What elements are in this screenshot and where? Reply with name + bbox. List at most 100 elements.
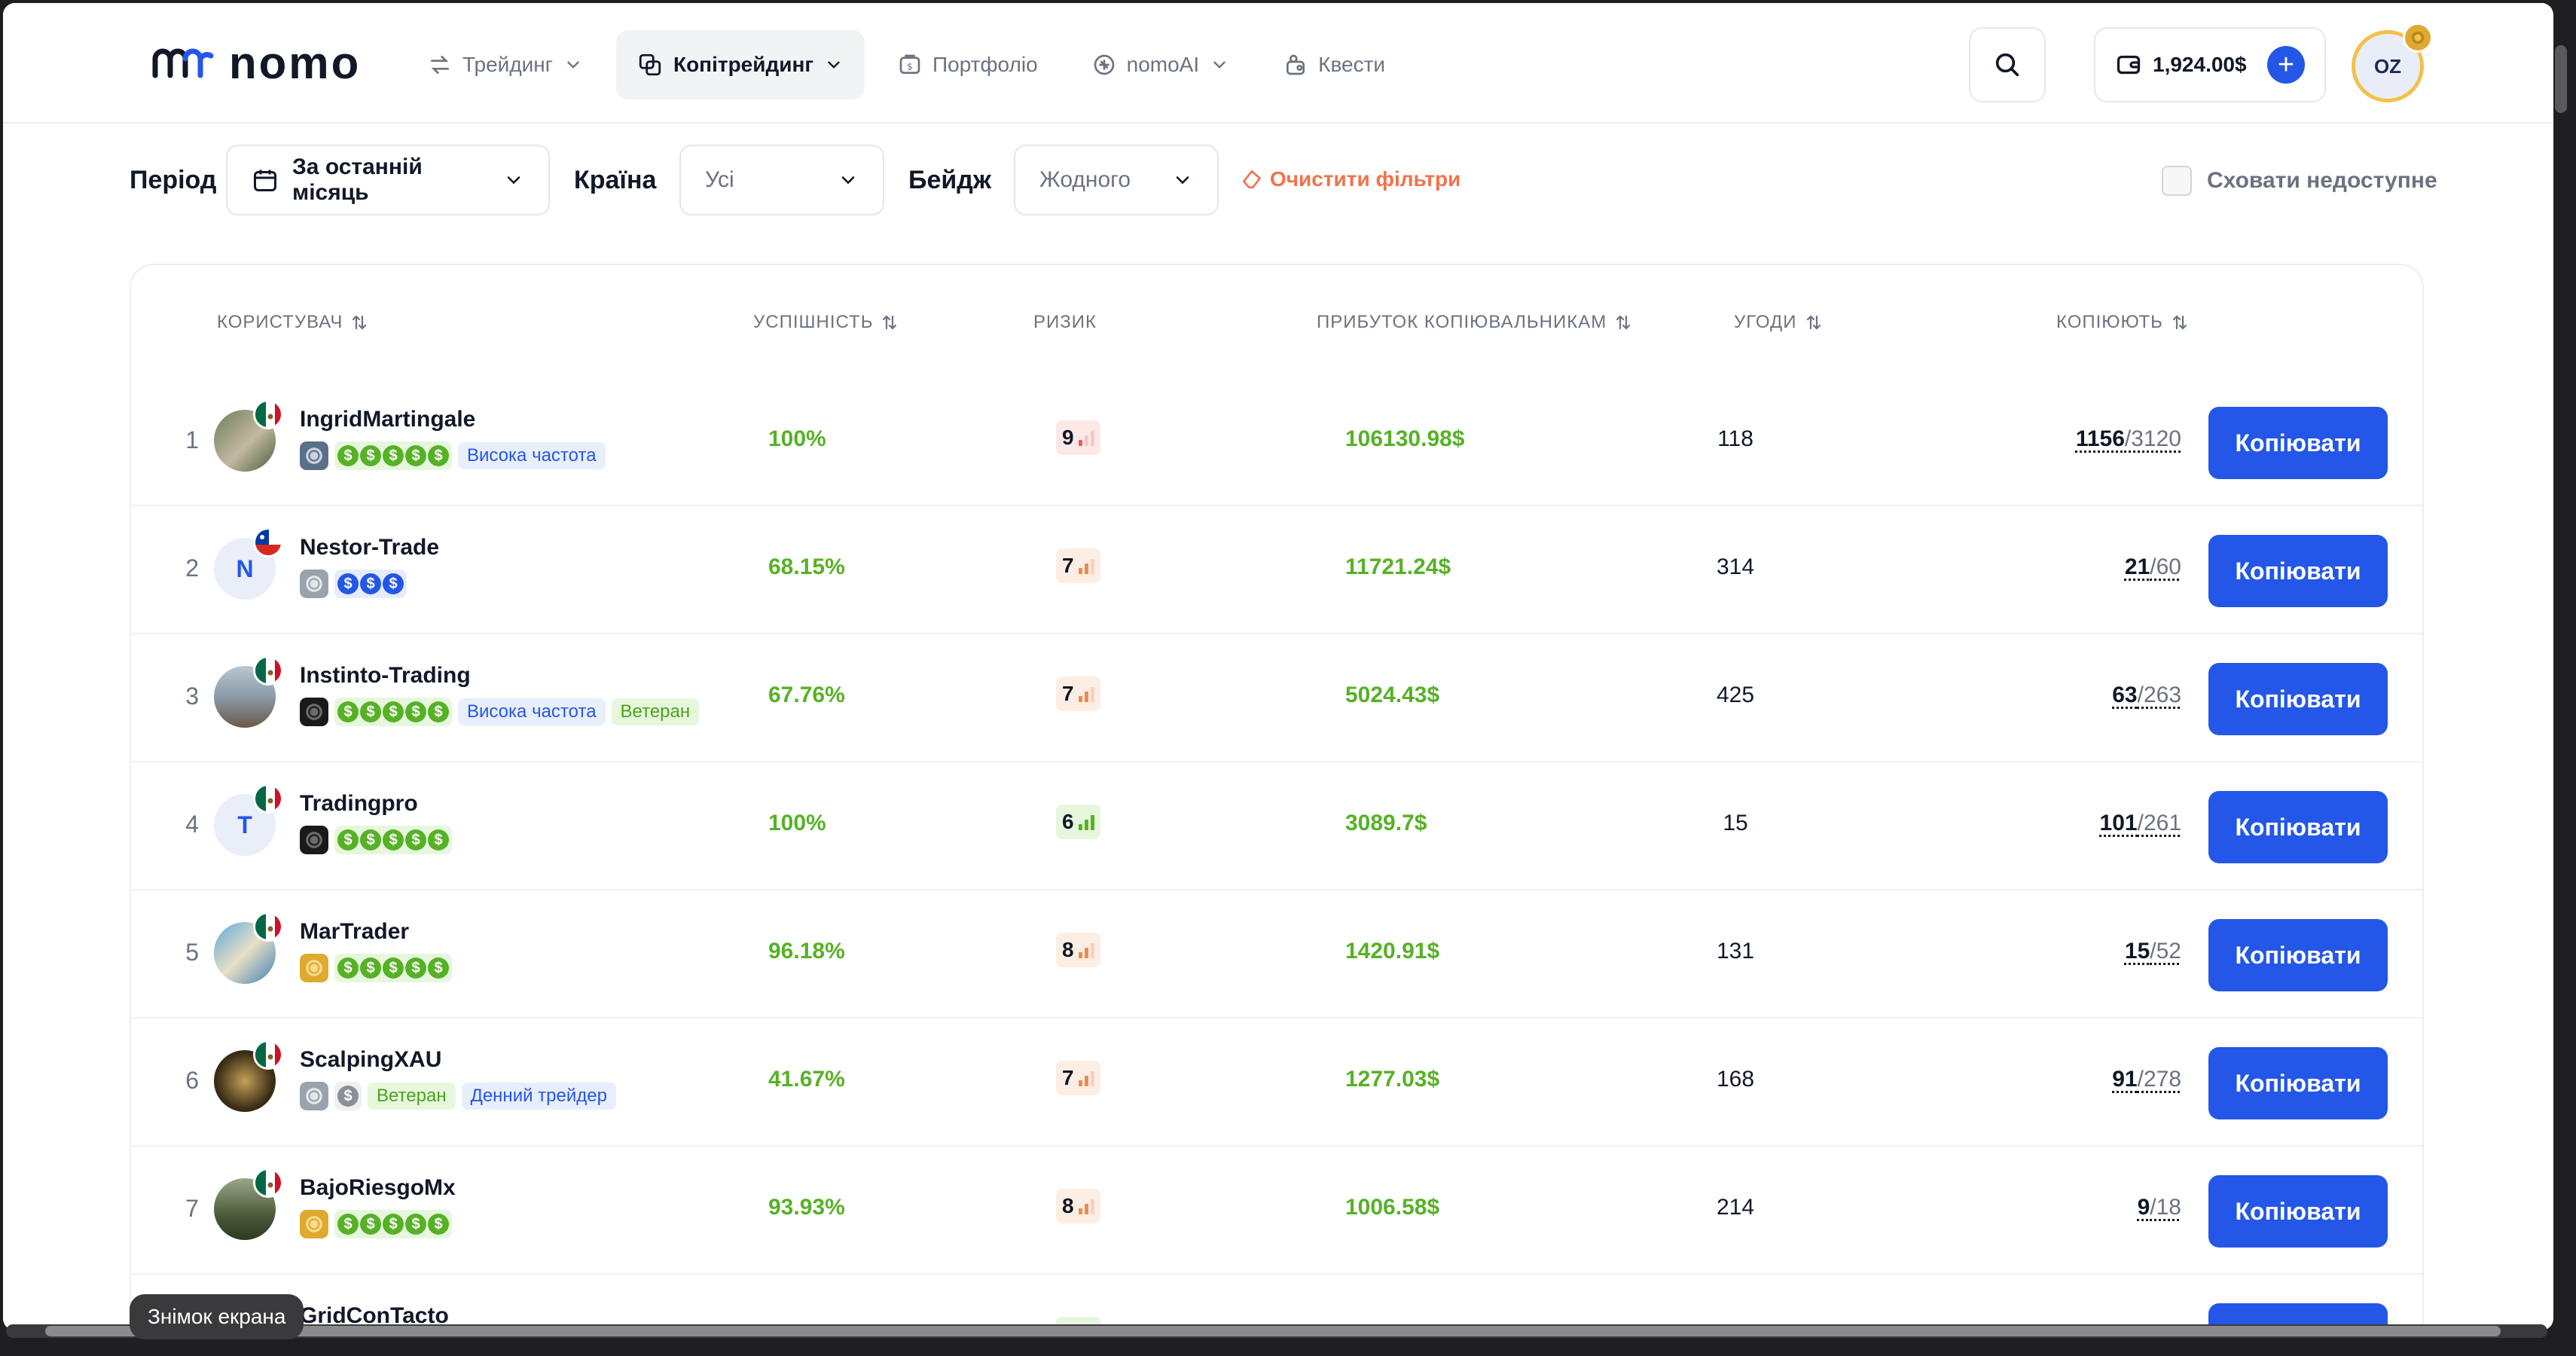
table-row[interactable]: 7 BajoRiesgoMx $ $ $ $ $93.93% 8 1006.58$ 214 9/18… bbox=[131, 1147, 2422, 1275]
sort-icon[interactable] bbox=[1805, 313, 1823, 331]
sort-icon[interactable] bbox=[350, 313, 368, 331]
nav-quests[interactable]: Квести bbox=[1262, 30, 1406, 99]
table-row[interactable]: 1 IngridMartingale $ $ $ $ $ Висока частота 100%… bbox=[131, 378, 2422, 506]
copiers-count[interactable]: 101/261 bbox=[2100, 811, 2181, 836]
coin-icon: $ bbox=[383, 445, 404, 466]
table-row[interactable]: 3 Instinto-Trading $ $ $ $ $ Висока частота Вете… bbox=[131, 634, 2422, 762]
hide-unavailable-checkbox[interactable] bbox=[2162, 166, 2192, 196]
sort-icon[interactable] bbox=[1614, 313, 1632, 331]
vertical-scrollbar-thumb[interactable] bbox=[2555, 45, 2567, 113]
browser-window: nomo Трейдинг Копітрейдинг $ Портфоліо n… bbox=[3, 3, 2553, 1330]
table-header: КОРИСТУВАЧ УСПІШНІСТЬ РИЗИК ПРИБУТОК КОПІЮВ… bbox=[131, 265, 2422, 378]
copiers-current: 15 bbox=[2124, 939, 2150, 964]
rank-number: 3 bbox=[185, 683, 199, 710]
clear-filters-button[interactable]: Очистити фільтри bbox=[1240, 167, 1460, 191]
copiers-count[interactable]: 91/278 bbox=[2112, 1067, 2181, 1092]
logo[interactable]: nomo bbox=[151, 41, 361, 86]
coin-icon: $ bbox=[360, 573, 381, 594]
copy-button[interactable]: Копіювати bbox=[2208, 1047, 2388, 1119]
copiers-count[interactable]: 15/52 bbox=[2125, 939, 2181, 964]
trader-badges: $ Ветеран Денний трейдер bbox=[300, 1082, 616, 1110]
coin-icon: $ bbox=[383, 573, 404, 594]
sort-icon[interactable] bbox=[2171, 313, 2189, 331]
chevron-down-icon bbox=[841, 176, 855, 185]
risk-value: 6 bbox=[1062, 810, 1074, 833]
balance-widget[interactable]: 1,924.00$ + bbox=[2094, 27, 2326, 102]
country-select[interactable]: Усі bbox=[679, 145, 884, 215]
trader-tag: Висока частота bbox=[458, 698, 606, 725]
coin-icon: $ bbox=[360, 1214, 381, 1235]
trader-name[interactable]: BajoRiesgoMx bbox=[300, 1175, 456, 1200]
copiers-count[interactable]: 21/60 bbox=[2125, 554, 2181, 580]
risk-value: 8 bbox=[1062, 1194, 1074, 1217]
hide-unavailable-toggle[interactable]: Сховати недоступне bbox=[2162, 166, 2437, 196]
coin-icon: $ bbox=[428, 701, 449, 722]
column-header-success[interactable]: УСПІШНІСТЬ bbox=[753, 312, 899, 333]
trades-count: 15 bbox=[1723, 811, 1748, 835]
mexico-flag-icon bbox=[253, 1040, 283, 1070]
column-header-profit[interactable]: ПРИБУТОК КОПІЮВАЛЬНИКАМ bbox=[1317, 312, 1632, 333]
copiers-current: 9 bbox=[2137, 1195, 2150, 1220]
table-row[interactable]: 4 T Tradingpro $ $ $ $ $100% 6 3089.7$ 15 101/261 Ко… bbox=[131, 762, 2422, 890]
column-header-label: РИЗИК bbox=[1033, 312, 1097, 332]
coin-icon: $ bbox=[428, 1214, 449, 1235]
coin-icon: $ bbox=[428, 829, 449, 851]
trades-count: 214 bbox=[1716, 1195, 1755, 1220]
level-badge-icon bbox=[300, 1082, 328, 1110]
copy-button[interactable]: Копіювати bbox=[2208, 535, 2388, 607]
table-row[interactable]: 5 MarTrader $ $ $ $ $96.18% 8 1420.91$ 131 15/52 Ко… bbox=[131, 890, 2422, 1019]
deposit-plus-button[interactable]: + bbox=[2267, 46, 2305, 84]
risk-value: 7 bbox=[1062, 682, 1074, 705]
trader-name[interactable]: Instinto-Trading bbox=[300, 663, 471, 688]
trader-name[interactable]: Tradingpro bbox=[300, 791, 418, 816]
copy-button[interactable]: Копіювати bbox=[2208, 791, 2388, 863]
risk-bars-icon bbox=[1078, 1198, 1094, 1214]
nomo-logo-icon bbox=[152, 48, 214, 78]
nav-trading[interactable]: Трейдинг bbox=[407, 30, 604, 99]
table-row[interactable]: 8GridConTacto$$58.33%6684.66$3623/47Копі… bbox=[131, 1275, 2422, 1326]
copiers-current: 21 bbox=[2124, 554, 2150, 579]
trades-count: 314 bbox=[1716, 554, 1755, 579]
nav-portfolio[interactable]: $ Портфоліо bbox=[877, 30, 1059, 99]
nav-copytrading[interactable]: Копітрейдинг bbox=[615, 30, 865, 99]
coin-icon: $ bbox=[360, 957, 381, 979]
table-row[interactable]: 6 ScalpingXAU $ Ветеран Денний трейдер 41.67%… bbox=[131, 1019, 2422, 1147]
column-header-copiers[interactable]: КОПІЮЮТЬ bbox=[2056, 312, 2189, 333]
wallet-icon bbox=[2117, 55, 2141, 75]
level-badge-icon bbox=[300, 954, 328, 982]
table-row[interactable]: 2 N Nestor-Trade $ $ $68.15% 7 11721.24$ 314 21/6… bbox=[131, 506, 2422, 634]
chevron-down-icon bbox=[1213, 61, 1225, 69]
copy-button[interactable]: Копіювати bbox=[2208, 919, 2388, 991]
top-header: nomo Трейдинг Копітрейдинг $ Портфоліо n… bbox=[3, 3, 2552, 124]
mexico-flag-icon bbox=[253, 1168, 283, 1198]
period-value: За останній місяць bbox=[292, 154, 423, 205]
column-header-user[interactable]: КОРИСТУВАЧ bbox=[217, 312, 368, 333]
horizontal-scrollbar-thumb[interactable] bbox=[45, 1326, 2501, 1336]
traders-table: КОРИСТУВАЧ УСПІШНІСТЬ РИЗИК ПРИБУТОК КОПІЮВ… bbox=[130, 264, 2424, 1326]
search-button[interactable] bbox=[1969, 27, 2046, 102]
copiers-count[interactable]: 1156/3120 bbox=[2076, 426, 2181, 452]
nav-nomoai[interactable]: nomoAI bbox=[1071, 30, 1251, 99]
trades-count: 168 bbox=[1716, 1067, 1755, 1092]
copy-button[interactable]: Копіювати bbox=[2208, 1303, 2388, 1326]
copiers-current: 91 bbox=[2112, 1067, 2138, 1092]
copiers-count[interactable]: 9/18 bbox=[2138, 1195, 2181, 1220]
rank-number: 7 bbox=[185, 1195, 199, 1222]
trader-name[interactable]: IngridMartingale bbox=[300, 407, 476, 432]
column-header-trades[interactable]: УГОДИ bbox=[1734, 312, 1823, 333]
trader-name[interactable]: ScalpingXAU bbox=[300, 1047, 442, 1072]
country-value: Усі bbox=[705, 167, 734, 192]
copy-button[interactable]: Копіювати bbox=[2208, 663, 2388, 735]
copy-button[interactable]: Копіювати bbox=[2208, 1175, 2388, 1248]
coins-badge: $ $ $ $ $ bbox=[334, 441, 452, 470]
coin-icon: $ bbox=[405, 957, 426, 979]
coins-badge: $ bbox=[334, 1082, 362, 1110]
trader-name[interactable]: GridConTacto bbox=[300, 1303, 449, 1326]
period-select[interactable]: За останній місяць bbox=[226, 145, 550, 215]
copiers-count[interactable]: 63/263 bbox=[2112, 683, 2181, 708]
trader-name[interactable]: MarTrader bbox=[300, 919, 410, 944]
badge-select[interactable]: Жодного bbox=[1014, 145, 1219, 215]
trader-name[interactable]: Nestor-Trade bbox=[300, 535, 440, 560]
copy-button[interactable]: Копіювати bbox=[2208, 407, 2388, 479]
sort-icon[interactable] bbox=[881, 313, 899, 331]
